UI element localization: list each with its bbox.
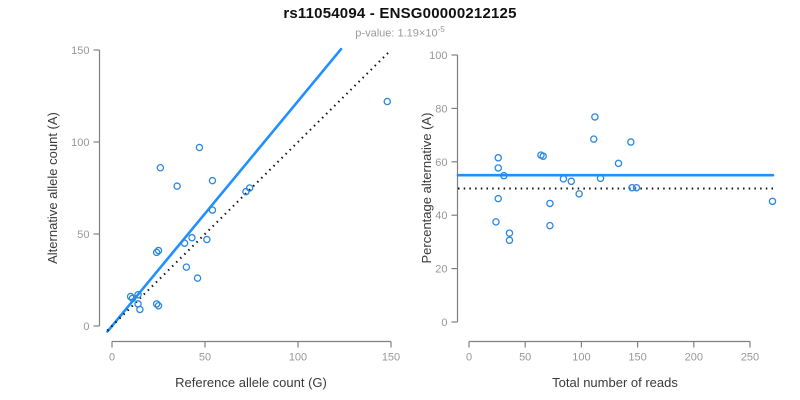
- data-point: [182, 263, 191, 271]
- data-point: [203, 235, 211, 244]
- y-tick-label: 40: [435, 210, 447, 222]
- x-tick-label: 150: [382, 352, 400, 364]
- x-tick-label: 150: [628, 352, 646, 364]
- data-point: [614, 159, 623, 168]
- y-tick-label: 50: [77, 229, 89, 241]
- data-point: [156, 164, 165, 172]
- y-tick-label: 0: [83, 321, 89, 333]
- data-point: [559, 175, 568, 183]
- data-point: [180, 239, 189, 247]
- data-point: [208, 176, 217, 185]
- x-tick-label: 100: [572, 352, 590, 364]
- left-plot-lines: [106, 47, 392, 333]
- x-tick-label: 200: [685, 352, 703, 364]
- y-tick-label: 60: [435, 157, 447, 169]
- y-tick-label: 100: [429, 50, 447, 62]
- data-point: [383, 97, 392, 106]
- y-tick-label: 80: [435, 103, 447, 115]
- data-point: [208, 206, 217, 214]
- data-point: [567, 177, 576, 186]
- data-point: [539, 152, 547, 160]
- data-point: [628, 183, 636, 192]
- data-point: [152, 248, 161, 257]
- data-point: [505, 229, 514, 237]
- data-point: [154, 302, 163, 310]
- x-tick-label: 50: [199, 352, 211, 364]
- data-point: [136, 305, 144, 314]
- fit-line: [106, 47, 343, 333]
- data-point: [590, 135, 598, 143]
- right-x-axis-title: Total number of reads: [552, 375, 678, 390]
- x-tick-label: 0: [109, 352, 115, 364]
- left-plot-points: [126, 97, 392, 314]
- data-point: [627, 138, 635, 146]
- data-point: [492, 218, 500, 226]
- data-point: [575, 190, 583, 198]
- y-tick-label: 100: [71, 137, 89, 149]
- data-point: [193, 274, 202, 282]
- pvalue-mantissa: 1.19×10: [397, 27, 438, 40]
- y-tick-label: 0: [441, 317, 447, 329]
- left-y-axis-title: Alternative allele count (A): [45, 112, 60, 264]
- data-point: [546, 199, 554, 208]
- right-plot: 0 20 40 60 80 100 0 50 100 150 200 250 Total number…: [419, 50, 777, 390]
- data-point: [494, 154, 502, 162]
- data-point: [154, 246, 163, 255]
- data-point: [126, 292, 135, 301]
- data-point: [768, 197, 777, 206]
- data-point: [188, 233, 196, 242]
- data-point: [173, 182, 181, 190]
- right-plot-points: [492, 113, 777, 245]
- data-point: [195, 143, 204, 152]
- data-point: [152, 300, 161, 308]
- right-y-axis-title: Percentage alternative (A): [419, 112, 434, 263]
- data-point: [134, 290, 142, 299]
- y-tick-label: 150: [71, 45, 89, 57]
- data-point: [632, 183, 641, 192]
- data-point: [500, 171, 508, 180]
- x-tick-label: 100: [289, 352, 307, 364]
- data-point: [128, 294, 137, 303]
- pvalue-prefix: p-value:: [355, 27, 398, 40]
- left-plot-axes: 0 50 100 150 0 50 100 150: [71, 45, 400, 364]
- data-point: [494, 164, 502, 172]
- figure-title: rs11054094 - ENSG00000212125: [283, 5, 517, 22]
- data-point: [494, 194, 502, 203]
- data-point: [546, 221, 554, 230]
- data-point: [245, 184, 254, 192]
- data-point: [591, 113, 599, 121]
- data-point: [596, 174, 605, 183]
- left-plot: 0 50 100 150 0 50 100 150 Reference allele coun…: [45, 45, 400, 390]
- x-tick-label: 50: [519, 352, 531, 364]
- left-x-axis-title: Reference allele count (G): [175, 375, 327, 390]
- x-tick-label: 0: [466, 352, 472, 364]
- figure-subtitle: p-value: 1.19×10-5: [0, 25, 800, 40]
- pvalue-exponent: -5: [437, 25, 445, 34]
- right-plot-lines: [456, 173, 775, 190]
- y-tick-label: 20: [435, 264, 447, 276]
- x-tick-label: 250: [741, 352, 759, 364]
- data-point: [505, 236, 514, 245]
- right-plot-axes: 0 20 40 60 80 100 0 50 100 150 200 250: [429, 50, 759, 364]
